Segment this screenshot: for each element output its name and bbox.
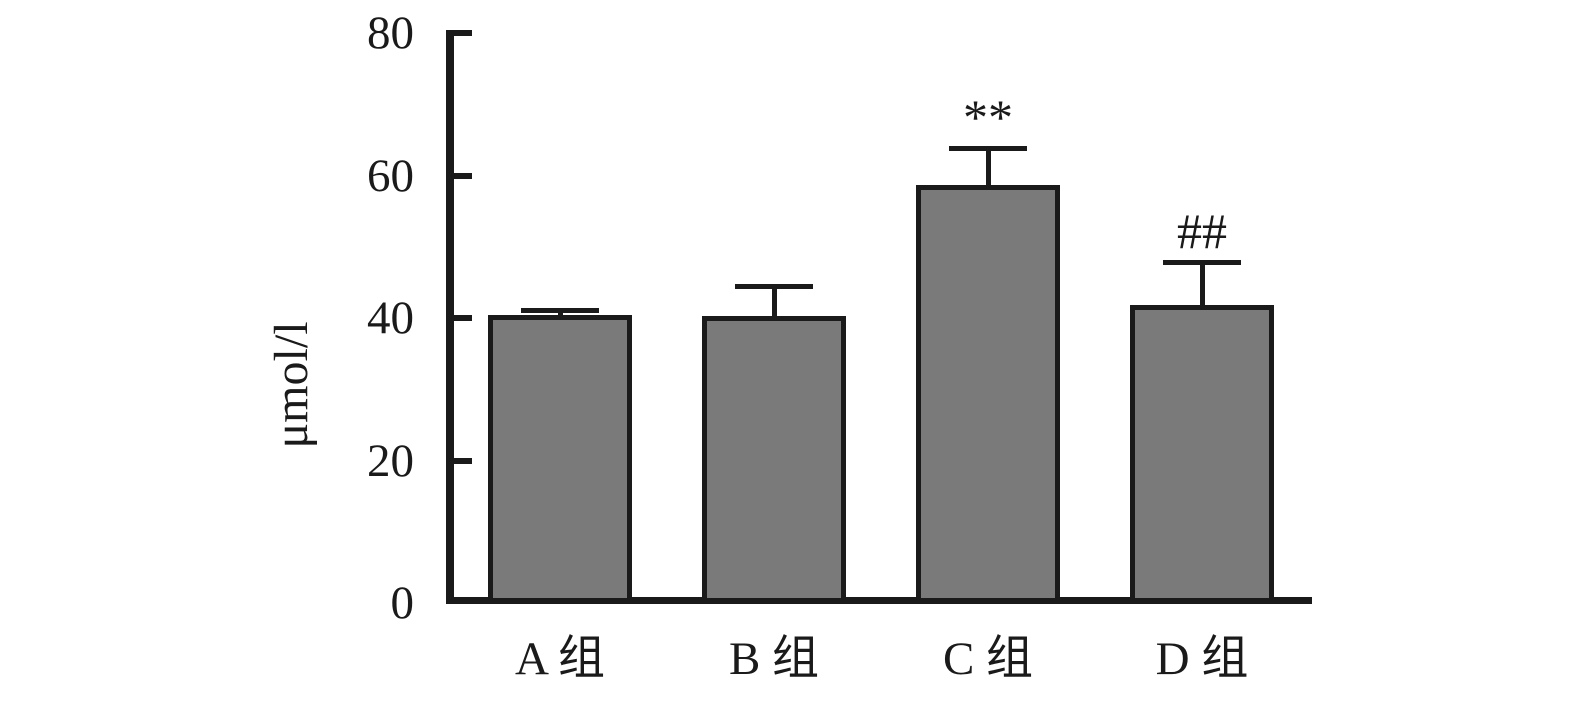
y-tick-label: 60 [367, 149, 414, 202]
bar [488, 315, 632, 603]
error-bar-stem [985, 146, 991, 185]
x-axis-line [446, 597, 1312, 604]
y-tick-mark [454, 172, 472, 179]
x-category-label: C 组 [942, 633, 1034, 685]
y-tick-mark [454, 315, 472, 321]
y-tick-mark [454, 30, 472, 36]
error-bar-cap [949, 146, 1027, 152]
y-tick-label: 0 [390, 577, 415, 629]
x-category-label: B 组 [728, 633, 820, 685]
x-category-label: A 组 [514, 633, 606, 685]
bar [702, 315, 846, 603]
y-axis-label: μmol/l [265, 321, 318, 449]
significance-annotation: ** [963, 89, 1013, 146]
error-bar-stem [1199, 260, 1205, 306]
y-tick-label: 40 [367, 292, 414, 344]
y-tick-mark [454, 457, 472, 464]
error-bar-cap [521, 308, 599, 314]
y-tick-label: 20 [367, 434, 414, 487]
significance-annotation: ## [1177, 203, 1227, 260]
error-bar-cap [1163, 260, 1241, 266]
bar [916, 184, 1060, 603]
error-bar-stem [771, 283, 777, 316]
y-tick-label: 80 [367, 7, 414, 59]
x-category-label: D 组 [1155, 633, 1249, 685]
error-bar-cap [735, 283, 813, 289]
y-axis-line [446, 30, 454, 604]
bar [1130, 305, 1274, 603]
